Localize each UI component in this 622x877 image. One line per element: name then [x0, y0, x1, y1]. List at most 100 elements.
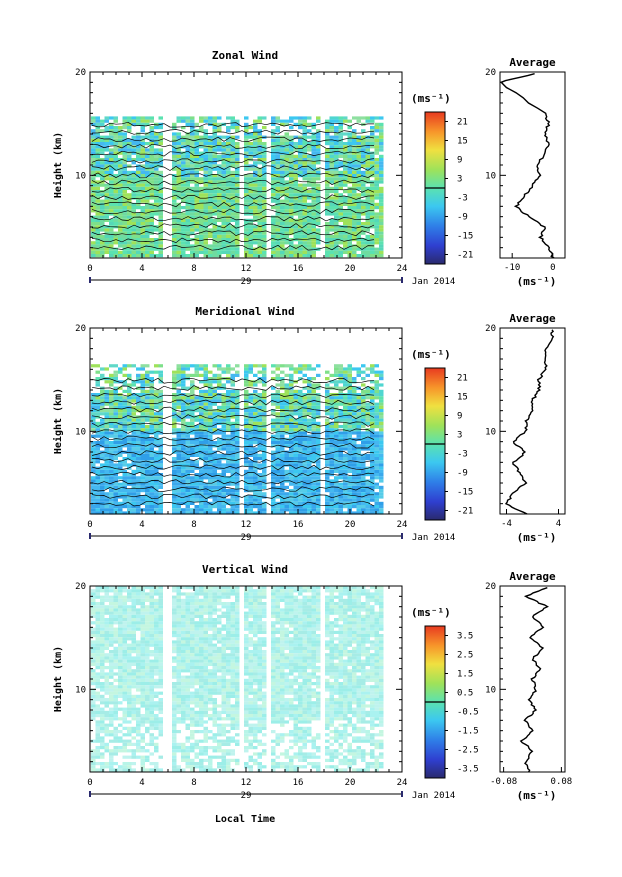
heatmap-cell	[213, 419, 218, 422]
heatmap-cell	[181, 155, 186, 158]
heatmap-cell	[226, 251, 231, 254]
heatmap-cell	[375, 225, 380, 228]
heatmap-cell	[285, 499, 290, 502]
heatmap-cell	[109, 190, 114, 193]
heatmap-cell	[379, 396, 384, 399]
heatmap-cell	[334, 367, 339, 370]
heatmap-cell	[127, 155, 132, 158]
heatmap-cell	[132, 161, 137, 164]
heatmap-cell	[226, 219, 231, 222]
heatmap-cell	[141, 209, 146, 212]
heatmap-cell	[244, 116, 249, 119]
heatmap-cell	[190, 136, 195, 139]
colorbar-tick-label: -3	[457, 194, 468, 204]
heatmap-cell	[132, 457, 137, 460]
heatmap-cell	[190, 142, 195, 145]
heatmap-cell	[136, 508, 141, 511]
heatmap-cell	[96, 212, 101, 215]
heatmap-cell	[325, 158, 330, 161]
heatmap-cell	[190, 193, 195, 196]
heatmap-cell	[217, 196, 222, 199]
heatmap-cell	[150, 428, 155, 431]
heatmap-cell	[271, 235, 276, 238]
heatmap-cell	[357, 444, 362, 447]
heatmap-cell	[154, 212, 159, 215]
heatmap-cell	[330, 206, 335, 209]
heatmap-cell	[118, 161, 123, 164]
heatmap-cell	[145, 399, 150, 402]
heatmap-cell	[244, 396, 249, 399]
heatmap-cell	[325, 419, 330, 422]
heatmap-cell	[330, 116, 335, 119]
heatmap-cell	[177, 463, 182, 466]
heatmap-cell	[150, 116, 155, 119]
heatmap-cell	[271, 161, 276, 164]
heatmap-cell	[339, 254, 344, 257]
heatmap-cell	[253, 383, 258, 386]
heatmap-cell	[114, 235, 119, 238]
heatmap-cell	[154, 505, 159, 508]
heatmap-cell	[127, 479, 132, 482]
heatmap-cell	[213, 441, 218, 444]
heatmap-cell	[312, 241, 317, 244]
heatmap-cell	[154, 483, 159, 486]
heatmap-cell	[154, 489, 159, 492]
heatmap-cell	[127, 203, 132, 206]
heatmap-cell	[348, 132, 353, 135]
heatmap-cell	[186, 364, 191, 367]
heatmap-cell	[312, 505, 317, 508]
heatmap-cell	[258, 454, 263, 457]
heatmap-cell	[361, 158, 366, 161]
heatmap-cell	[298, 470, 303, 473]
heatmap-cell	[294, 396, 299, 399]
heatmap-cell	[141, 364, 146, 367]
heatmap-cell	[141, 158, 146, 161]
heatmap-cell	[132, 184, 137, 187]
heatmap-cell	[379, 203, 384, 206]
heatmap-cell	[145, 489, 150, 492]
heatmap-cell	[303, 447, 308, 450]
heatmap-cell	[312, 467, 317, 470]
heatmap-cell	[127, 212, 132, 215]
heatmap-cell	[379, 390, 384, 393]
heatmap-cell	[217, 251, 222, 254]
heatmap-cell	[352, 187, 357, 190]
heatmap-cell	[312, 419, 317, 422]
heatmap-cell	[375, 457, 380, 460]
heatmap-cell	[262, 431, 267, 434]
heatmap-cell	[235, 155, 240, 158]
heatmap-cell	[132, 244, 137, 247]
heatmap-cell	[181, 428, 186, 431]
heatmap-cell	[280, 499, 285, 502]
heatmap-cell	[127, 396, 132, 399]
heatmap-cell	[159, 177, 164, 180]
heatmap-cell	[136, 244, 141, 247]
heatmap-cell	[339, 412, 344, 415]
heatmap-cell	[361, 177, 366, 180]
heatmap-cell	[352, 174, 357, 177]
heatmap-cell	[172, 196, 177, 199]
heatmap-cell	[181, 235, 186, 238]
heatmap-cell	[141, 174, 146, 177]
heatmap-cell	[244, 184, 249, 187]
heatmap-cell	[366, 248, 371, 251]
heatmap-cell	[370, 161, 375, 164]
heatmap-cell	[352, 206, 357, 209]
heatmap-cell	[208, 203, 213, 206]
heatmap-cell	[231, 470, 236, 473]
heatmap-cell	[204, 168, 209, 171]
heatmap-cell	[271, 152, 276, 155]
heatmap-cell	[352, 228, 357, 231]
heatmap-cell	[352, 396, 357, 399]
heatmap-cell	[289, 476, 294, 479]
heatmap-cell	[195, 148, 200, 151]
heatmap-cell	[330, 499, 335, 502]
heatmap-cell	[379, 161, 384, 164]
heatmap-cell	[199, 409, 204, 412]
heatmap-cell	[123, 235, 128, 238]
heatmap-cell	[312, 492, 317, 495]
heatmap-cell	[231, 463, 236, 466]
heatmap-cell	[249, 174, 254, 177]
heatmap-cell	[334, 435, 339, 438]
heatmap-cell	[109, 476, 114, 479]
